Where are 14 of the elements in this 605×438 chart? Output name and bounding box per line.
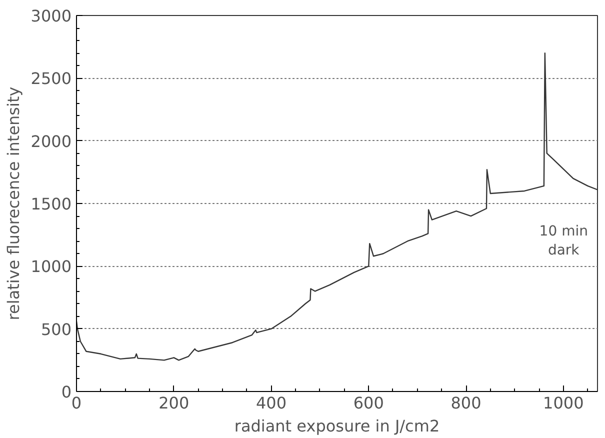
x-tick-label: 200 — [158, 394, 190, 412]
x-tick-label: 800 — [450, 394, 482, 412]
y-tick-label: 1000 — [30, 257, 72, 276]
x-tick-label: 600 — [353, 394, 384, 412]
x-axis-title: radiant exposure in J/cm2 — [234, 416, 440, 436]
y-axis-title: relative fluorecence intensity — [4, 86, 23, 320]
y-tick-label: 1500 — [30, 194, 72, 214]
y-tick-label: 2500 — [30, 69, 72, 88]
x-tick-label: 400 — [256, 394, 287, 412]
y-tick-label: 3000 — [30, 6, 72, 26]
y-tick-label: 500 — [40, 320, 72, 339]
x-tick-label: 1000 — [543, 394, 584, 412]
annotation: 10 min dark — [539, 224, 588, 259]
y-tick-label: 2000 — [30, 132, 72, 151]
